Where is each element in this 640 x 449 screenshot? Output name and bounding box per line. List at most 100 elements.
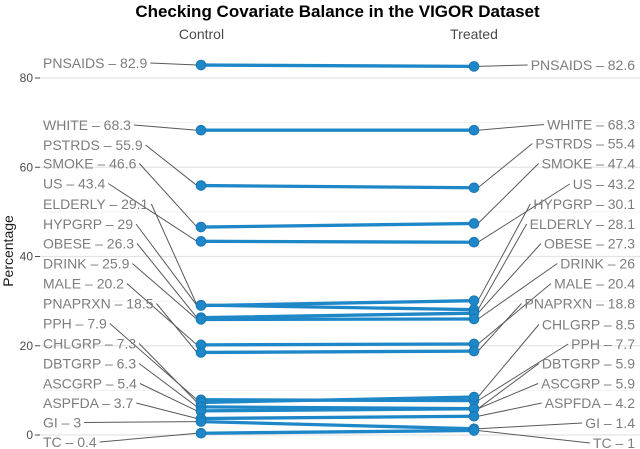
control-label-dbtgrp: DBTGRP – 6.3 <box>43 356 136 372</box>
treated-label-elderly: ELDERLY – 28.1 <box>530 216 636 232</box>
treated-label-pnaprxn: PNAPRXN – 18.8 <box>525 296 636 312</box>
control-label-obese: OBESE – 26.3 <box>43 236 134 252</box>
treated-point-us <box>468 236 480 248</box>
control-leader-pnsaids <box>150 62 198 66</box>
treated-leader-drink <box>477 263 558 320</box>
treated-point-pnaprxn <box>468 345 480 357</box>
column-header-treated: Treated <box>450 26 498 42</box>
treated-label-pph: PPH – 7.7 <box>571 336 635 352</box>
control-label-smoke: SMOKE – 46.6 <box>43 156 137 172</box>
treated-label-smoke: SMOKE – 47.4 <box>542 156 636 172</box>
slope-line-ascgrp <box>199 407 476 413</box>
slope-line-pnsaids <box>199 63 476 69</box>
treated-leader-us <box>477 183 571 243</box>
treated-label-us: US – 43.2 <box>573 176 635 192</box>
slope-line-smoke <box>199 221 476 229</box>
control-leader-elderly <box>150 203 198 306</box>
slope-line-aspfda <box>199 414 476 421</box>
y-tick-label: 40 <box>20 250 34 264</box>
treated-label-male: MALE – 20.4 <box>554 276 635 292</box>
treated-point-pstrds <box>468 182 480 194</box>
control-leader-tc <box>99 432 198 443</box>
control-leader-us <box>107 183 198 242</box>
control-label-white: WHITE – 68.3 <box>43 117 131 133</box>
treated-point-aspfda <box>468 410 480 422</box>
control-leader-drink <box>132 263 198 320</box>
control-covariate-labels: PNSAIDS – 82.9 WHITE – 68.3 PSTRDS – 55.9 S… <box>43 55 154 449</box>
slope-line-male <box>199 342 476 347</box>
treated-leader-pph <box>477 343 569 402</box>
treated-point-pnsaids <box>468 61 480 72</box>
treated-label-tc: TC – 1 <box>593 435 635 449</box>
control-leader-hypgrp <box>135 223 198 306</box>
slope-line-obese <box>199 311 476 320</box>
control-leader-white <box>133 124 198 131</box>
treated-label-pstrds: PSTRDS – 55.4 <box>535 136 635 152</box>
control-leader-pstrds <box>145 144 198 186</box>
treated-label-gi: GI – 1.4 <box>585 415 635 431</box>
control-label-hypgrp: HYPGRP – 29 <box>43 216 133 232</box>
y-tick-label: 0 <box>26 428 33 442</box>
control-label-pnaprxn: PNAPRXN – 18.5 <box>43 296 154 312</box>
y-tick-label: 20 <box>20 339 34 353</box>
control-label-us: US – 43.4 <box>43 176 105 192</box>
treated-label-drink: DRINK – 26 <box>560 256 635 272</box>
control-leader-chlgrp <box>138 343 198 403</box>
control-label-pph: PPH – 7.9 <box>43 316 107 332</box>
control-point-white <box>195 124 207 136</box>
treated-point-smoke <box>468 218 480 229</box>
control-point-pnsaids <box>195 59 207 71</box>
treated-label-hypgrp: HYPGRP – 30.1 <box>533 196 635 212</box>
slope-lines <box>199 63 476 435</box>
control-label-aspfda: ASPFDA – 3.7 <box>43 395 133 411</box>
treated-leader-male <box>477 283 552 345</box>
control-leader-gi <box>84 421 198 423</box>
slope-line-pstrds <box>199 183 476 190</box>
treated-point-chlgrp <box>468 391 480 403</box>
control-leader-pnaprxn <box>156 303 198 353</box>
treated-label-dbtgrp: DBTGRP – 5.9 <box>542 356 635 372</box>
control-point-pstrds <box>195 180 207 191</box>
control-leader-male <box>126 283 198 346</box>
treated-leader-white <box>477 124 545 131</box>
control-point-pnaprxn <box>195 347 207 358</box>
treated-covariate-labels: PNSAIDS – 82.6 WHITE – 68.3 PSTRDS – 55.4 S… <box>525 57 636 449</box>
treated-label-aspfda: ASPFDA – 4.2 <box>545 395 635 411</box>
slope-line-chlgrp <box>199 395 476 405</box>
slope-line-gi <box>199 419 476 431</box>
control-label-ascgrp: ASCGRP – 5.4 <box>43 376 137 392</box>
treated-leader-pstrds <box>477 143 533 189</box>
control-point-smoke <box>195 221 207 233</box>
slope-line-us <box>199 239 476 244</box>
treated-leader-gi <box>477 422 583 430</box>
treated-label-pnsaids: PNSAIDS – 82.6 <box>531 57 635 73</box>
treated-leader-obese <box>477 243 542 314</box>
treated-leader-pnsaids <box>477 64 528 67</box>
treated-label-obese: OBESE – 27.3 <box>544 236 635 252</box>
control-leader-ascgrp <box>139 383 198 412</box>
column-header-control: Control <box>179 26 224 42</box>
control-leader-aspfda <box>136 402 198 419</box>
control-label-pstrds: PSTRDS – 55.9 <box>43 137 143 153</box>
control-leader-smoke <box>139 163 198 228</box>
treated-point-white <box>468 124 480 136</box>
control-label-tc: TC – 0.4 <box>43 434 97 449</box>
treated-point-hypgrp <box>468 295 480 306</box>
data-points <box>195 59 480 439</box>
treated-leader-hypgrp <box>477 203 531 301</box>
treated-label-chlgrp: CHLGRP – 8.5 <box>542 317 635 333</box>
treated-leader-smoke <box>477 163 539 224</box>
control-label-drink: DRINK – 25.9 <box>43 256 130 272</box>
treated-leader-elderly <box>477 223 528 310</box>
y-axis-tick-labels: 0 20 40 60 80 <box>20 71 34 442</box>
treated-label-ascgrp: ASCGRP – 5.9 <box>541 376 635 392</box>
control-leader-dbtgrp <box>138 363 198 408</box>
chart-title: Checking Covariate Balance in the VIGOR … <box>135 2 540 21</box>
treated-leader-pnaprxn <box>477 303 522 352</box>
y-tick-label: 60 <box>20 160 34 174</box>
control-label-chlgrp: CHLGRP – 7.3 <box>43 336 136 352</box>
slope-line-pnaprxn <box>199 349 476 355</box>
control-point-gi <box>195 416 207 427</box>
treated-leader-tc <box>477 430 591 444</box>
